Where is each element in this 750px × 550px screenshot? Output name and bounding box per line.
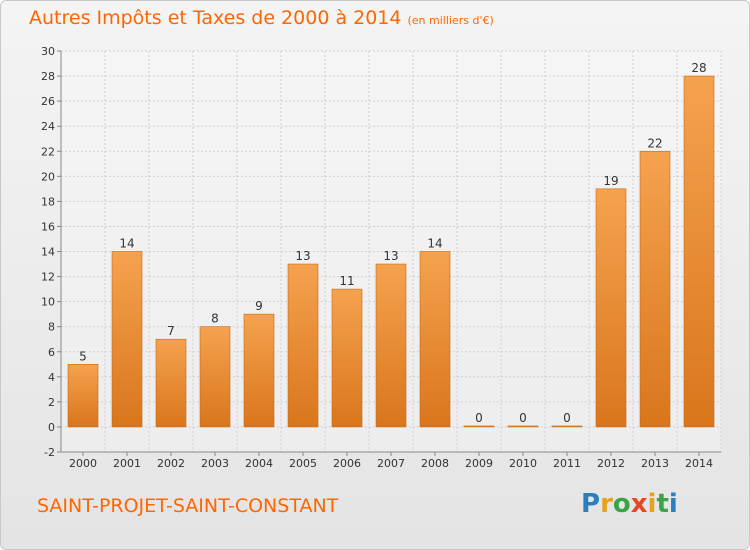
x-tick-label: 2004 [245, 457, 273, 470]
chart-subtitle: (en milliers d'€) [407, 14, 494, 27]
x-tick-label: 2005 [289, 457, 317, 470]
labels: 5 14 7 8 9 13 11 13 14 0 0 0 19 22 28 [79, 61, 706, 425]
bar-value-label: 19 [603, 174, 618, 188]
bar-value-label: 13 [383, 249, 398, 263]
bar-value-label: 22 [647, 136, 662, 150]
bar-value-label: 8 [211, 312, 219, 326]
y-tick-label: 20 [41, 170, 55, 183]
bar [111, 251, 143, 428]
bar [243, 313, 275, 428]
bar-value-label: 14 [427, 237, 442, 251]
bar-value-label: 14 [119, 237, 134, 251]
bars [67, 75, 715, 428]
y-tick-label: 28 [41, 70, 55, 83]
bar [463, 425, 495, 428]
y-tick-label: 2 [48, 396, 55, 409]
y-tick-label: 14 [41, 246, 55, 259]
bar [287, 263, 319, 428]
y-tick-label: 4 [48, 371, 55, 384]
bar-value-label: 11 [339, 274, 354, 288]
y-tick-label: 16 [41, 220, 55, 233]
x-tick-label: 2014 [685, 457, 713, 470]
bar [683, 75, 715, 428]
bar [331, 288, 363, 428]
bar-value-label: 13 [295, 249, 310, 263]
y-tick-label: 10 [41, 296, 55, 309]
bar-value-label: 0 [563, 411, 571, 425]
bar-value-label: 28 [691, 61, 706, 75]
x-tick-label: 2013 [641, 457, 669, 470]
x-tick-label: 2006 [333, 457, 361, 470]
chart-title-text: Autres Impôts et Taxes de 2000 à 2014 [29, 7, 402, 29]
bar-value-label: 7 [167, 324, 175, 338]
y-tick-label: 22 [41, 145, 55, 158]
x-tick-label: 2007 [377, 457, 405, 470]
bar [419, 251, 451, 428]
x-tick-label: 2001 [113, 457, 141, 470]
bar [155, 338, 187, 428]
bar [551, 425, 583, 428]
bar [595, 188, 627, 428]
y-tick-label: 30 [41, 45, 55, 58]
commune-name: SAINT-PROJET-SAINT-CONSTANT [37, 495, 339, 517]
proxiti-logo[interactable]: Proxiti [581, 489, 678, 519]
y-tick-label: 26 [41, 95, 55, 108]
x-tick-label: 2008 [421, 457, 449, 470]
y-tick-label: -2 [44, 446, 55, 459]
y-tick-label: 24 [41, 120, 55, 133]
y-tick-label: 18 [41, 195, 55, 208]
bar [507, 425, 539, 428]
x-tick-label: 2012 [597, 457, 625, 470]
y-tick-label: 12 [41, 271, 55, 284]
x-tick-label: 2000 [69, 457, 97, 470]
x-tick-label: 2002 [157, 457, 185, 470]
x-tick-label: 2010 [509, 457, 537, 470]
y-tick-label: 6 [48, 346, 55, 359]
chart-title: Autres Impôts et Taxes de 2000 à 2014 (en… [29, 7, 494, 29]
bar-value-label: 0 [475, 411, 483, 425]
y-tick-label: 8 [48, 321, 55, 334]
bar-value-label: 9 [255, 299, 263, 313]
bar [199, 326, 231, 428]
x-tick-label: 2011 [553, 457, 581, 470]
x-tick-label: 2009 [465, 457, 493, 470]
y-tick-label: 0 [48, 421, 55, 434]
bar [639, 150, 671, 428]
bar-value-label: 0 [519, 411, 527, 425]
bar-value-label: 5 [79, 349, 87, 363]
grid-lines [60, 50, 722, 453]
bar [67, 363, 99, 428]
x-tick-label: 2003 [201, 457, 229, 470]
bar [375, 263, 407, 428]
